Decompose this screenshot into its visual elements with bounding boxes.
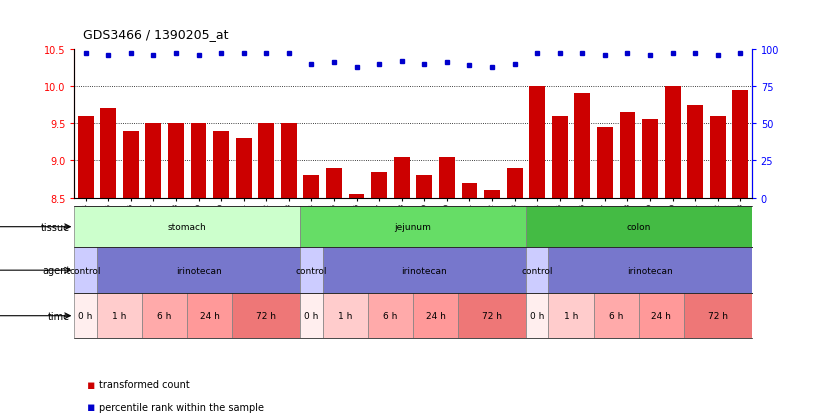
Bar: [74, 248, 97, 293]
Bar: [733, 90, 748, 198]
Text: irinotecan: irinotecan: [627, 266, 673, 275]
Text: 0 h: 0 h: [530, 311, 544, 320]
Bar: [548, 293, 594, 339]
Text: time: time: [48, 311, 70, 321]
Bar: [300, 248, 323, 293]
Bar: [78, 116, 93, 198]
Bar: [235, 139, 252, 198]
Bar: [620, 113, 635, 198]
Bar: [594, 293, 638, 339]
Text: control: control: [296, 266, 327, 275]
Text: ▪: ▪: [87, 400, 95, 413]
Bar: [74, 206, 300, 248]
Text: 24 h: 24 h: [425, 311, 445, 320]
Bar: [710, 116, 726, 198]
Bar: [506, 169, 523, 198]
Bar: [349, 195, 364, 198]
Bar: [574, 94, 591, 198]
Bar: [323, 293, 368, 339]
Text: 6 h: 6 h: [383, 311, 397, 320]
Bar: [552, 116, 567, 198]
Bar: [232, 293, 300, 339]
Text: 72 h: 72 h: [256, 311, 276, 320]
Bar: [548, 248, 752, 293]
Bar: [142, 293, 188, 339]
Text: colon: colon: [627, 223, 651, 232]
Text: irinotecan: irinotecan: [401, 266, 447, 275]
Bar: [394, 157, 410, 198]
Bar: [326, 169, 342, 198]
Text: 6 h: 6 h: [609, 311, 624, 320]
Bar: [300, 206, 526, 248]
Text: agent: agent: [42, 266, 70, 275]
Bar: [416, 176, 432, 198]
Text: 6 h: 6 h: [158, 311, 172, 320]
Bar: [413, 293, 458, 339]
Bar: [484, 191, 500, 198]
Bar: [458, 293, 526, 339]
Bar: [191, 124, 206, 198]
Text: transformed count: transformed count: [99, 379, 190, 389]
Bar: [188, 293, 232, 339]
Bar: [526, 293, 548, 339]
Bar: [665, 87, 681, 198]
Bar: [213, 131, 229, 198]
Text: irinotecan: irinotecan: [176, 266, 221, 275]
Text: 72 h: 72 h: [482, 311, 502, 320]
Bar: [74, 293, 97, 339]
Bar: [526, 206, 752, 248]
Text: 24 h: 24 h: [200, 311, 220, 320]
Bar: [684, 293, 752, 339]
Bar: [526, 248, 548, 293]
Bar: [368, 293, 413, 339]
Bar: [303, 176, 320, 198]
Bar: [323, 248, 526, 293]
Text: control: control: [521, 266, 553, 275]
Bar: [259, 124, 274, 198]
Bar: [168, 124, 184, 198]
Bar: [281, 124, 297, 198]
Bar: [371, 172, 387, 198]
Bar: [462, 183, 477, 198]
Bar: [300, 293, 323, 339]
Bar: [529, 87, 545, 198]
Bar: [97, 293, 142, 339]
Bar: [597, 128, 613, 198]
Bar: [642, 120, 658, 198]
Bar: [100, 109, 116, 198]
Text: stomach: stomach: [168, 223, 206, 232]
Bar: [145, 124, 161, 198]
Text: control: control: [70, 266, 102, 275]
Text: GDS3466 / 1390205_at: GDS3466 / 1390205_at: [83, 28, 228, 41]
Bar: [439, 157, 455, 198]
Text: 72 h: 72 h: [708, 311, 728, 320]
Bar: [97, 248, 300, 293]
Text: 0 h: 0 h: [78, 311, 93, 320]
Text: percentile rank within the sample: percentile rank within the sample: [99, 402, 264, 412]
Bar: [638, 293, 684, 339]
Bar: [123, 131, 139, 198]
Text: tissue: tissue: [41, 222, 70, 232]
Text: 1 h: 1 h: [112, 311, 126, 320]
Text: 1 h: 1 h: [564, 311, 578, 320]
Text: jejunum: jejunum: [395, 223, 431, 232]
Text: 1 h: 1 h: [338, 311, 353, 320]
Text: 0 h: 0 h: [304, 311, 319, 320]
Bar: [687, 105, 703, 198]
Text: ▪: ▪: [87, 377, 95, 391]
Text: 24 h: 24 h: [652, 311, 672, 320]
